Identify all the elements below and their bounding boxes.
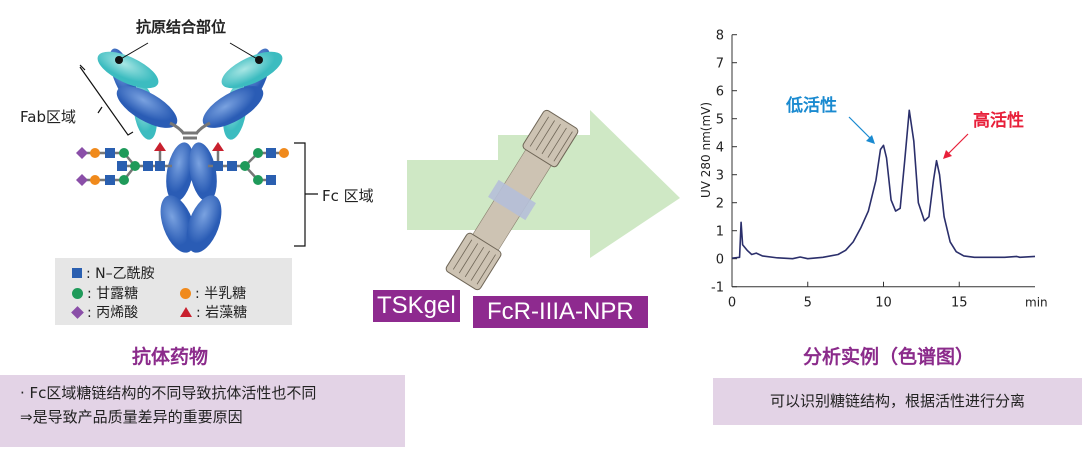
fab-bracket	[79, 64, 134, 136]
y-tick-label: 7	[716, 57, 724, 72]
antibody-title: 抗体药物	[132, 346, 209, 368]
legend-label: : N–乙酰胺	[86, 266, 155, 282]
y-tick-label: 8	[716, 29, 724, 44]
legend-label: : 甘露糖	[87, 286, 139, 302]
note-line-1: · Fc区域糖链结构的不同导致抗体活性也不同	[20, 384, 317, 402]
fc-label: Fc 区域	[322, 187, 374, 205]
x-tick-label: 5	[804, 296, 812, 311]
note-line-2: ⇒是导致产品质量差异的重要原因	[20, 408, 243, 426]
legend-label: : 半乳糖	[195, 286, 247, 302]
red-triangle-icon	[180, 307, 192, 317]
y-tick-label: -1	[711, 281, 724, 296]
blue-square-icon	[72, 268, 82, 278]
column-brand-tag: TSKgel	[373, 290, 460, 322]
column-icon	[445, 109, 579, 291]
y-tick-label: 3	[716, 169, 724, 184]
purple-diamond-icon	[71, 305, 84, 319]
y-tick-label: 0	[716, 253, 724, 268]
y-tick-label: 2	[716, 197, 724, 212]
y-tick-label: 5	[716, 113, 724, 128]
antibody-fab-left	[97, 48, 178, 140]
antibody-fc	[160, 142, 222, 253]
note-left: · Fc区域糖链结构的不同导致抗体活性也不同 ⇒是导致产品质量差异的重要原因	[0, 375, 405, 447]
antigen-site-label: 抗原结合部位	[136, 18, 227, 36]
legend-label: : 丙烯酸	[87, 305, 139, 321]
fab-label: Fab区域	[20, 108, 76, 126]
annotation-arrow-low	[848, 116, 874, 142]
orange-circle-icon	[180, 287, 191, 299]
annotation-high-activity: 高活性	[973, 110, 1024, 131]
x-tick-label: 0	[728, 296, 736, 311]
green-circle-icon	[72, 287, 83, 299]
annotation-low-activity: 低活性	[785, 95, 837, 116]
legend-label: : 岩藻糖	[196, 305, 248, 321]
y-tick-label: 4	[716, 141, 724, 156]
column-name-tag: FcR-IIIA-NPR	[473, 296, 648, 328]
fc-bracket	[294, 142, 318, 247]
x-tick-label: 15	[951, 296, 968, 311]
annotation-arrowhead-high	[943, 150, 952, 159]
column-diagram	[407, 109, 680, 291]
analysis-note: 可以识别糖链结构，根据活性进行分离	[713, 378, 1082, 425]
x-tick-label: 10	[875, 296, 892, 311]
x-axis-label: min	[1025, 296, 1048, 310]
glycan-legend: : N–乙酰胺 : 甘露糖 : 半乳糖 : 丙烯酸 : 岩藻糖	[55, 258, 292, 325]
analysis-title: 分析实例（色谱图）	[803, 346, 975, 368]
annotation-arrowhead-low	[866, 135, 875, 144]
flow-arrow	[407, 110, 680, 258]
chromatogram-trace	[731, 109, 1036, 260]
annotation-arrow-high	[945, 133, 969, 157]
y-axis-label: UV 280 nm(mV)	[699, 102, 713, 198]
antibody-diagram	[76, 42, 318, 253]
antibody-fab-right	[202, 48, 283, 140]
y-tick-label: 1	[716, 225, 724, 240]
y-tick-label: 6	[716, 85, 724, 100]
